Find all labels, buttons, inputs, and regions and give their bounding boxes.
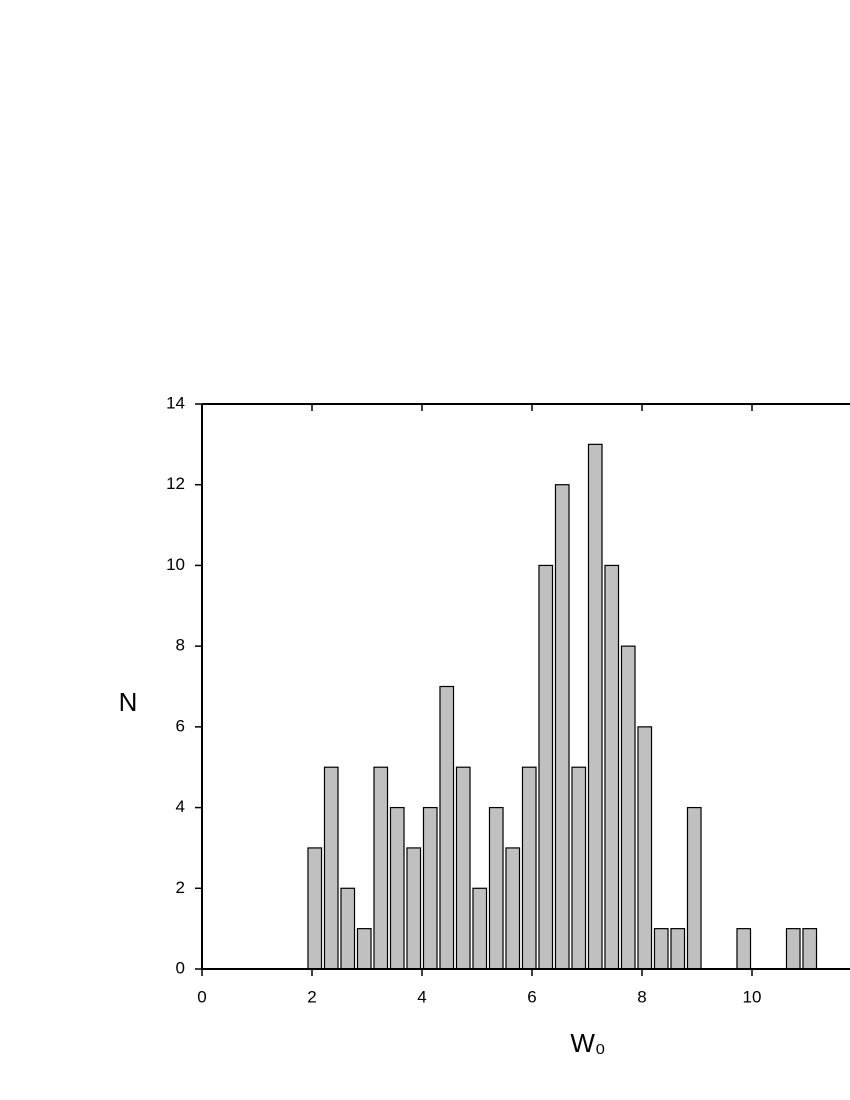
bar (505, 847, 521, 970)
bar (439, 685, 455, 970)
y-tick-label: 14 (166, 393, 185, 412)
x-tick-label: 0 (197, 987, 206, 1006)
y-tick-label: 0 (176, 958, 185, 977)
bar (604, 564, 620, 970)
bar (389, 806, 405, 970)
bar (356, 928, 372, 970)
x-tick-label: 10 (743, 987, 762, 1006)
bar (686, 806, 702, 970)
bar (422, 806, 438, 970)
bar (637, 726, 653, 970)
bar (488, 806, 504, 970)
bar (455, 766, 471, 970)
bar (587, 443, 603, 970)
y-tick-label: 4 (176, 797, 185, 816)
bar (323, 766, 339, 970)
bar (736, 928, 752, 970)
bar (571, 766, 587, 970)
y-tick-label: 2 (176, 878, 185, 897)
bar (653, 928, 669, 970)
bar (620, 645, 636, 970)
y-tick-label: 8 (176, 636, 185, 655)
bar (670, 928, 686, 970)
bar (373, 766, 389, 970)
bar (340, 887, 356, 970)
x-tick-label: 8 (637, 987, 646, 1006)
bar (406, 847, 422, 970)
y-axis-title: N (119, 687, 138, 717)
bar (472, 887, 488, 970)
bar (802, 928, 818, 970)
bar (307, 847, 323, 970)
bar (785, 928, 801, 970)
x-axis-title: W₀ (570, 1028, 605, 1058)
x-tick-label: 6 (527, 987, 536, 1006)
bar (521, 766, 537, 970)
y-tick-label: 10 (166, 555, 185, 574)
x-tick-label: 4 (417, 987, 426, 1006)
bar (554, 484, 570, 970)
x-tick-label: 2 (307, 987, 316, 1006)
bar (538, 564, 554, 970)
y-tick-label: 6 (176, 716, 185, 735)
y-tick-label: 12 (166, 474, 185, 493)
